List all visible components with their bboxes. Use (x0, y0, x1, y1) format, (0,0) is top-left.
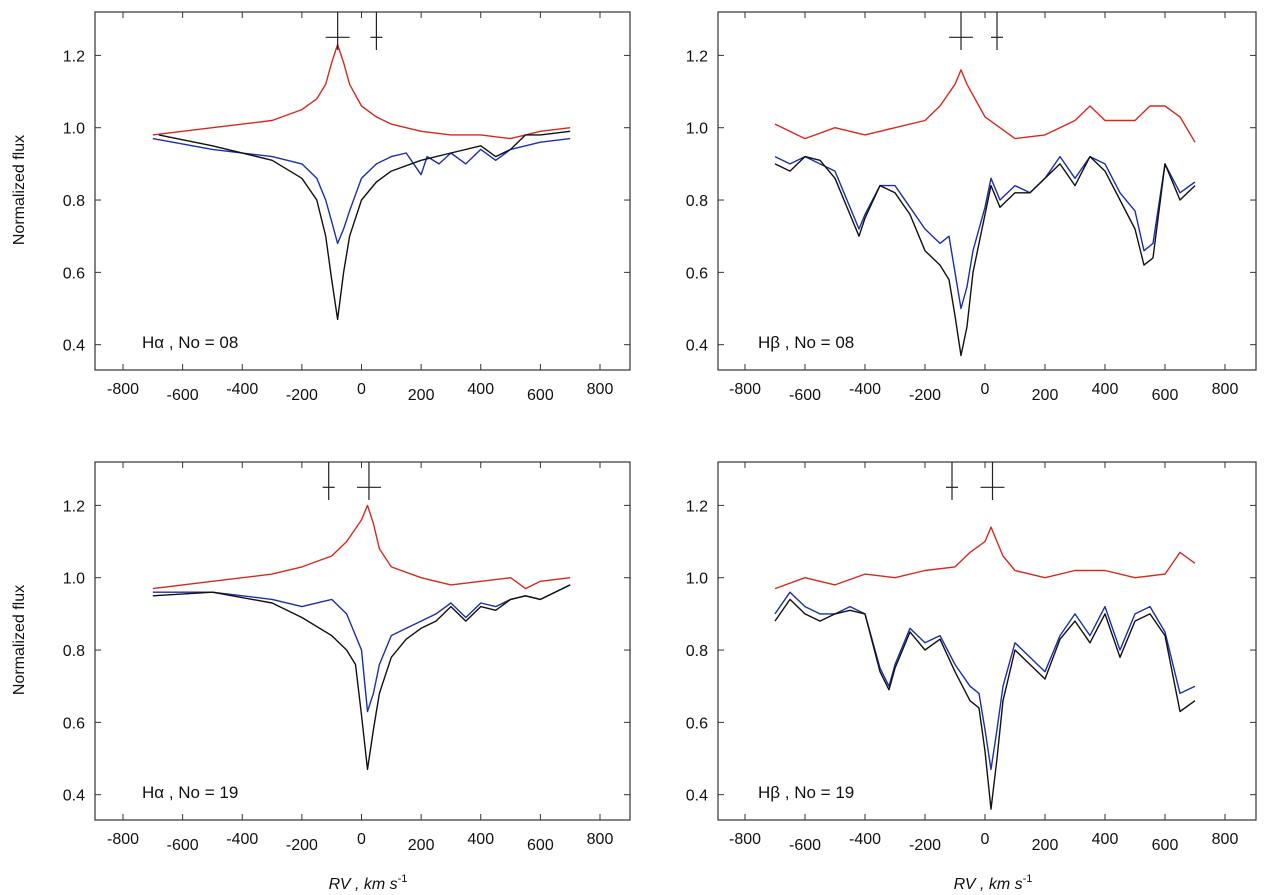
y-tick-label: 1.2 (63, 498, 85, 515)
series-line-black (158, 130, 571, 321)
x-axis-title-right: RV , km s-1 (954, 873, 1033, 893)
x-tick-label: 800 (1212, 381, 1239, 398)
y-tick-label: 0.4 (686, 338, 708, 355)
x-tick-label: 600 (527, 387, 554, 404)
y-axis-title-bottom: Normalized flux (11, 585, 28, 695)
y-tick-label: 1.2 (63, 48, 85, 65)
series-line-red (774, 526, 1196, 590)
y-tick-label: 1.2 (686, 48, 708, 65)
x-tick-label: -200 (286, 837, 318, 854)
x-tick-label: 200 (408, 387, 435, 404)
panel-label: Hα , No = 08 (142, 333, 238, 352)
x-tick-label: -800 (107, 381, 139, 398)
x-axis-title-left-sup: -1 (398, 873, 408, 885)
plot-frame (94, 11, 631, 371)
x-tick-label: 400 (467, 381, 494, 398)
y-tick-label: 0.4 (63, 788, 85, 805)
panel-label: Hβ , No = 08 (758, 333, 854, 352)
series-line-black (152, 584, 571, 771)
x-tick-label: 0 (981, 831, 990, 848)
plot-frame (717, 11, 1257, 371)
y-tick-label: 0.4 (63, 338, 85, 355)
panel-1: 0.4 0.6 0.8 1.0 1.2 -800 -600 -400 -200 0 200 400 60… (63, 11, 631, 404)
y-tick-label: 1.0 (686, 121, 708, 138)
x-tick-label: 200 (1032, 387, 1059, 404)
x-tick-label: -400 (849, 381, 881, 398)
y-tick-label: 0.8 (63, 643, 85, 660)
x-tick-label: 800 (1212, 831, 1239, 848)
y-axis-title-top: Normalized flux (11, 135, 28, 245)
y-tick-label: 0.8 (686, 643, 708, 660)
x-tick-label: 600 (527, 837, 554, 854)
x-axis-title-right-sup: -1 (1023, 873, 1033, 885)
x-axis-title-right-text: RV , km s (954, 876, 1023, 893)
y-tick-label: 0.4 (686, 788, 708, 805)
series-line-black (774, 598, 1196, 810)
y-tick-label: 0.8 (686, 193, 708, 210)
y-tick-label: 0.6 (686, 265, 708, 282)
x-tick-label: 400 (467, 831, 494, 848)
plot-frame (717, 461, 1257, 821)
panels-group: 0.4 0.6 0.8 1.0 1.2 -800 -600 -400 -200 0 200 400 60… (63, 11, 1257, 854)
x-tick-label: 400 (1092, 831, 1119, 848)
series-line-red (152, 43, 571, 140)
y-tick-label: 0.6 (686, 715, 708, 732)
y-tick-label: 0.6 (63, 715, 85, 732)
series-line-blue (152, 137, 571, 245)
x-tick-label: 400 (1092, 381, 1119, 398)
y-tick-label: 1.0 (63, 571, 85, 588)
x-tick-label: -600 (789, 837, 821, 854)
y-tick-label: 0.6 (63, 265, 85, 282)
x-tick-label: -400 (226, 831, 258, 848)
plot-frame (94, 461, 631, 821)
x-tick-label: -200 (286, 387, 318, 404)
series-line-blue (152, 584, 571, 713)
x-axis-title-left-text: RV , km s (329, 876, 398, 893)
x-tick-label: 0 (357, 831, 366, 848)
x-tick-label: -200 (909, 387, 941, 404)
x-tick-label: -600 (789, 387, 821, 404)
x-tick-label: -400 (849, 831, 881, 848)
x-tick-label: 600 (1152, 837, 1179, 854)
x-tick-label: -600 (167, 387, 199, 404)
x-tick-label: 200 (408, 837, 435, 854)
panel-4: 0.4 0.6 0.8 1.0 1.2 -800 -600 -400 -200 0 200 400 60… (686, 461, 1257, 854)
series-line-red (774, 69, 1196, 143)
x-tick-label: -200 (909, 837, 941, 854)
y-tick-label: 0.8 (63, 193, 85, 210)
panel-2: 0.4 0.6 0.8 1.0 1.2 -800 -600 -400 -200 0 200 400 60… (686, 11, 1257, 404)
series-line-blue (774, 155, 1196, 310)
y-tick-label: 1.0 (686, 571, 708, 588)
x-axis-title-left: RV , km s-1 (329, 873, 408, 893)
x-tick-label: -600 (167, 837, 199, 854)
series-line-blue (774, 591, 1196, 771)
x-tick-label: 800 (587, 831, 614, 848)
panel-3: 0.4 0.6 0.8 1.0 1.2 -800 -600 -400 -200 0 200 400 60… (63, 461, 631, 854)
panel-label: Hα , No = 19 (142, 783, 238, 802)
y-tick-label: 1.2 (686, 498, 708, 515)
panel-label: Hβ , No = 19 (758, 783, 854, 802)
series-line-black (774, 155, 1196, 357)
x-tick-label: 0 (981, 381, 990, 398)
x-tick-label: 200 (1032, 837, 1059, 854)
x-tick-label: -800 (729, 831, 761, 848)
x-tick-label: 600 (1152, 387, 1179, 404)
x-tick-label: 0 (357, 381, 366, 398)
x-tick-label: -800 (729, 381, 761, 398)
x-tick-label: -800 (107, 831, 139, 848)
x-tick-label: 800 (587, 381, 614, 398)
y-tick-label: 1.0 (63, 121, 85, 138)
series-line-red (152, 504, 571, 590)
x-tick-label: -400 (226, 381, 258, 398)
